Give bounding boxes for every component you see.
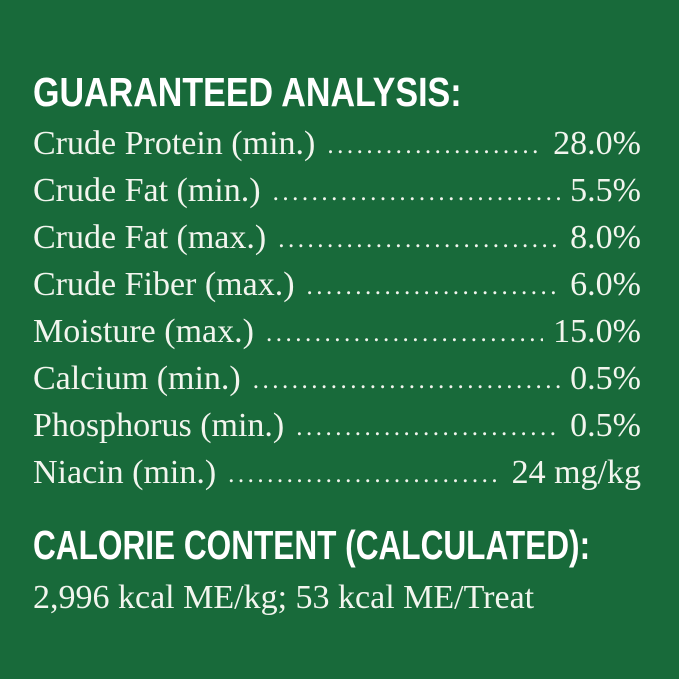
dot-leader: ........................................… [278,226,561,253]
dot-leader: ........................................… [296,414,560,441]
analysis-row: Niacin (min.) ..........................… [33,451,641,498]
analysis-label: Niacin (min.) [33,454,217,491]
analysis-label: Moisture (max.) [33,313,254,350]
analysis-row: Phosphorus (min.) ......................… [33,404,641,451]
dot-leader: ........................................… [228,461,502,488]
analysis-value: 6.0% [570,266,641,303]
analysis-row: Crude Fat (max.) .......................… [33,216,641,263]
analysis-value: 5.5% [570,172,641,209]
analysis-value: 15.0% [553,313,641,350]
guaranteed-analysis-title: GUARANTEED ANALYSIS: [33,69,462,115]
analysis-row: Crude Protein (min.) ...................… [33,122,641,169]
analysis-row: Calcium (min.) .........................… [33,357,641,404]
dot-leader: ........................................… [306,273,561,300]
analysis-label: Phosphorus (min.) [33,407,285,444]
analysis-row: Crude Fiber (max.) .....................… [33,263,641,310]
dot-leader: ........................................… [265,320,543,347]
analysis-label: Crude Protein (min.) [33,125,316,162]
calorie-content-text: 2,996 kcal ME/kg; 53 kcal ME/Treat [33,579,535,616]
dot-leader: ........................................… [272,179,561,206]
dot-leader: ........................................… [327,132,543,159]
analysis-label: Crude Fat (max.) [33,219,267,256]
dot-leader: ........................................… [252,367,560,394]
analysis-value: 0.5% [570,360,641,397]
analysis-label: Crude Fiber (max.) [33,266,295,303]
analysis-label: Calcium (min.) [33,360,241,397]
analysis-row: Crude Fat (min.) .......................… [33,169,641,216]
analysis-label: Crude Fat (min.) [33,172,261,209]
analysis-value: 24 mg/kg [511,454,641,491]
analysis-table: Crude Protein (min.) ...................… [33,122,641,498]
analysis-value: 8.0% [570,219,641,256]
analysis-value: 0.5% [570,407,641,444]
analysis-row: Moisture (max.) ........................… [33,310,641,357]
analysis-value: 28.0% [553,125,641,162]
calorie-content-title: CALORIE CONTENT (CALCULATED): [33,522,591,568]
